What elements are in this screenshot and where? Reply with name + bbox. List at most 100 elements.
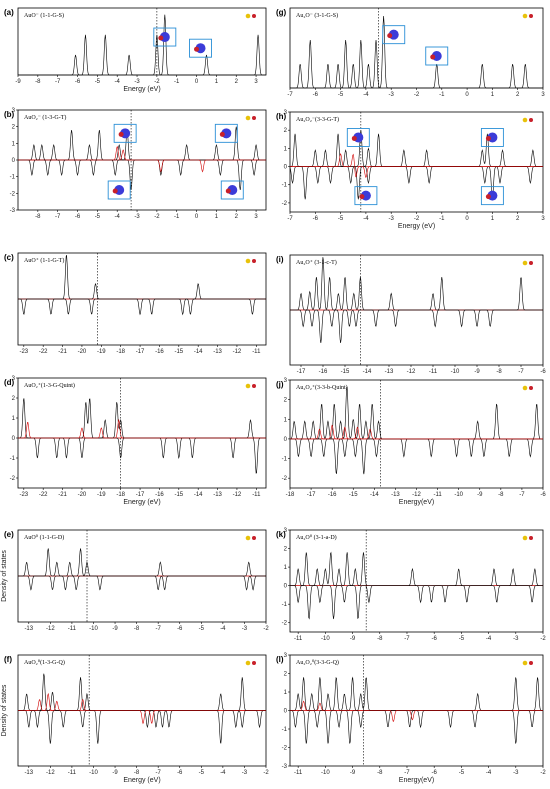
dos-series-0 [290, 551, 543, 586]
orbital-box-1 [214, 123, 238, 143]
x-tick-label: -6 [540, 369, 546, 375]
x-tick-label: -6 [540, 492, 546, 498]
x-tick-label: -13 [24, 626, 33, 632]
x-axis-title: Energy (eV) [123, 499, 160, 506]
x-tick-label: -4 [486, 770, 492, 776]
dos-series-1 [290, 438, 543, 475]
dos-series-0 [290, 130, 543, 167]
x-tick-label: -7 [156, 770, 162, 776]
dos-series-0 [289, 387, 543, 440]
panel-letter: (e) [4, 530, 14, 539]
x-tick-label: -5 [459, 636, 465, 642]
x-tick-label: -7 [156, 626, 162, 632]
x-tick-label: -19 [97, 349, 106, 355]
x-tick-label: -12 [46, 626, 55, 632]
x-tick-label: -16 [328, 492, 337, 498]
x-tick-label: -11 [68, 626, 77, 632]
x-tick-label: 3 [254, 214, 258, 220]
dos-series-0 [290, 15, 543, 89]
x-tick-label: -11 [294, 636, 303, 642]
y-tick-label: 1 [12, 141, 16, 147]
panel-label: Au₂O₂⁻(3-3-G-T) [296, 116, 339, 123]
x-tick-label: -8 [134, 626, 140, 632]
dos-series-1 [290, 309, 543, 344]
panel-frame [289, 529, 544, 633]
orbital-box-1 [189, 38, 212, 58]
orbital-box-0 [153, 27, 177, 47]
x-tick-label: -2 [540, 770, 546, 776]
x-tick-label: -2 [414, 216, 420, 222]
orbital-box-1 [480, 128, 504, 147]
x-tick-label: -22 [39, 349, 48, 355]
y-tick-label: -2 [282, 746, 288, 752]
panel-label: Au₂O₂⁰(3-3-G-Q) [296, 659, 339, 666]
x-tick-label: -17 [297, 369, 306, 375]
oxygen-atom-icon [529, 536, 533, 540]
gold-atom-icon [245, 660, 251, 666]
x-tick-label: -8 [134, 770, 140, 776]
panel-d: -23 -22 -21 -20 -19 -18 -17 -16 -15 -14 -13 -12 -11-… [4, 376, 267, 506]
x-tick-label: -16 [319, 369, 328, 375]
orbital-box-2 [107, 180, 131, 200]
y-tick-label: 0 [284, 165, 288, 171]
y-tick-label: 3 [284, 653, 288, 659]
x-tick-label: -12 [412, 492, 421, 498]
x-tick-label: 2 [516, 216, 520, 222]
orbital-box-0 [346, 128, 370, 147]
x-tick-label: 0 [465, 92, 469, 98]
panel-j: -18 -17 -16 -15 -14 -13 -12 -11 -10 -9 -8 -7 -6-2-10… [276, 378, 546, 506]
panel-label: AuO⁰ (1-1-G-D) [24, 534, 64, 541]
oxygen-atom-icon [252, 661, 256, 665]
x-tick-label: -10 [89, 626, 98, 632]
orbital-lobe-red [485, 135, 491, 141]
x-tick-label: -23 [19, 349, 28, 355]
x-tick-label: 0 [195, 79, 199, 85]
y-tick-label: 0 [284, 437, 288, 443]
x-tick-label: -3 [513, 770, 519, 776]
x-tick-label: -2 [263, 770, 269, 776]
x-tick-label: -15 [174, 349, 183, 355]
x-tick-label: -15 [341, 369, 350, 375]
x-tick-label: 1 [491, 216, 495, 222]
panel-label: Au₂O⁺ (3-1-c-T) [296, 259, 337, 266]
x-tick-label: -1 [439, 216, 445, 222]
x-tick-label: -14 [194, 349, 203, 355]
dos-series-1 [18, 575, 266, 591]
x-tick-label: -18 [116, 349, 125, 355]
x-tick-label: -7 [55, 214, 61, 220]
x-tick-label: -6 [313, 92, 319, 98]
panel-i: -17 -16 -15 -14 -13 -12 -11 -10 -9 -8 -7 -6 (i) Au₂O⁺… [276, 254, 546, 375]
x-tick-label: -14 [194, 492, 203, 498]
x-axis-title: Energy(eV) [399, 777, 434, 784]
x-tick-label: -2 [540, 636, 546, 642]
orbital-lobe-red [485, 194, 491, 200]
x-tick-label: -3 [134, 79, 140, 85]
gold-atom-icon [522, 260, 528, 266]
dos-series-1 [18, 437, 266, 474]
x-tick-label: -4 [486, 636, 492, 642]
dos-series-1 [18, 159, 266, 191]
x-tick-label: -10 [454, 492, 463, 498]
y-tick-label: 0 [12, 436, 16, 442]
x-tick-label: -4 [220, 770, 226, 776]
y-tick-label: 0 [12, 158, 16, 164]
panel-letter: (d) [4, 378, 15, 387]
dos-series-1 [289, 166, 543, 200]
oxygen-atom-icon [529, 14, 533, 18]
y-tick-label: 1 [284, 146, 288, 152]
y-tick-label: -2 [282, 476, 288, 482]
y-tick-label: 3 [12, 376, 16, 382]
y-tick-label: 0 [284, 584, 288, 590]
y-tick-label: 3 [12, 108, 16, 114]
panel-f: -13 -12 -11 -10 -9 -8 -7 -6 -5 -4 -3 -2 (f) AuO₂⁰(1-3… [1, 654, 269, 784]
x-tick-label: -5 [338, 92, 344, 98]
x-tick-label: -7 [55, 79, 61, 85]
oxygen-atom-icon [252, 116, 256, 120]
x-tick-label: -14 [370, 492, 379, 498]
panel-letter: (i) [276, 255, 284, 264]
x-tick-label: 2 [235, 214, 239, 220]
x-tick-label: -9 [477, 492, 483, 498]
x-tick-label: -7 [404, 770, 410, 776]
